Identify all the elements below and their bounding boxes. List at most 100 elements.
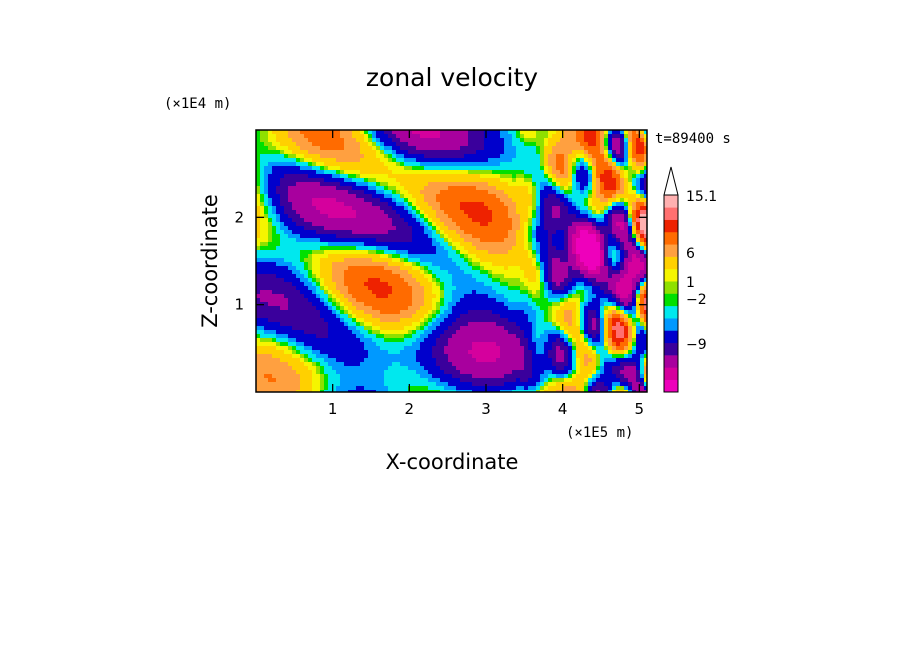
- field-cell: [276, 162, 281, 167]
- field-cell: [564, 166, 569, 171]
- field-cell: [384, 294, 389, 299]
- field-cell: [280, 162, 285, 167]
- field-cell: [336, 318, 341, 323]
- field-cell: [580, 262, 585, 267]
- field-cell: [576, 258, 581, 263]
- field-cell: [348, 202, 353, 207]
- field-cell: [296, 310, 301, 315]
- field-cell: [476, 310, 481, 315]
- field-cell: [600, 226, 605, 231]
- field-cell: [476, 274, 481, 279]
- field-cell: [408, 250, 413, 255]
- field-cell: [608, 214, 613, 219]
- field-cell: [448, 218, 453, 223]
- field-cell: [344, 242, 349, 247]
- field-cell: [392, 314, 397, 319]
- field-cell: [292, 306, 297, 311]
- field-cell: [424, 182, 429, 187]
- field-cell: [356, 222, 361, 227]
- field-cell: [380, 214, 385, 219]
- field-cell: [588, 322, 593, 327]
- field-cell: [512, 234, 517, 239]
- field-cell: [580, 154, 585, 159]
- field-cell: [460, 278, 465, 283]
- field-cell: [588, 250, 593, 255]
- field-cell: [324, 206, 329, 211]
- field-cell: [348, 138, 353, 143]
- field-cell: [316, 146, 321, 151]
- field-cell: [296, 294, 301, 299]
- field-cell: [292, 270, 297, 275]
- field-cell: [632, 262, 637, 267]
- field-cell: [308, 138, 313, 143]
- field-cell: [328, 182, 333, 187]
- field-cell: [620, 330, 625, 335]
- field-cell: [520, 314, 525, 319]
- field-cell: [412, 254, 417, 259]
- field-cell: [444, 182, 449, 187]
- field-cell: [456, 146, 461, 151]
- field-cell: [488, 206, 493, 211]
- field-cell: [432, 174, 437, 179]
- field-cell: [368, 174, 373, 179]
- field-cell: [292, 290, 297, 295]
- field-cell: [288, 302, 293, 307]
- field-cell: [396, 162, 401, 167]
- field-cell: [624, 254, 629, 259]
- field-cell: [428, 146, 433, 151]
- field-cell: [536, 198, 541, 203]
- field-cell: [608, 194, 613, 199]
- field-cell: [616, 242, 621, 247]
- field-cell: [284, 230, 289, 235]
- field-cell: [596, 234, 601, 239]
- field-cell: [316, 302, 321, 307]
- field-cell: [628, 290, 633, 295]
- field-cell: [628, 246, 633, 251]
- field-cell: [316, 278, 321, 283]
- field-cell: [480, 210, 485, 215]
- field-cell: [304, 182, 309, 187]
- field-cell: [436, 190, 441, 195]
- field-cell: [284, 226, 289, 231]
- field-cell: [480, 294, 485, 299]
- field-cell: [468, 286, 473, 291]
- field-cell: [416, 206, 421, 211]
- field-cell: [312, 234, 317, 239]
- field-cell: [620, 238, 625, 243]
- field-cell: [636, 130, 641, 135]
- field-cell: [272, 286, 277, 291]
- field-cell: [344, 326, 349, 331]
- field-cell: [488, 222, 493, 227]
- field-cell: [404, 194, 409, 199]
- field-cell: [576, 186, 581, 191]
- field-cell: [628, 230, 633, 235]
- field-cell: [380, 330, 385, 335]
- field-cell: [616, 238, 621, 243]
- field-cell: [272, 218, 277, 223]
- field-cell: [272, 202, 277, 207]
- field-cell: [328, 286, 333, 291]
- field-cell: [588, 314, 593, 319]
- field-cell: [640, 166, 645, 171]
- field-cell: [284, 294, 289, 299]
- field-cell: [480, 290, 485, 295]
- field-cell: [404, 326, 409, 331]
- field-cell: [608, 222, 613, 227]
- field-cell: [260, 322, 265, 327]
- field-cell: [640, 266, 645, 271]
- field-cell: [624, 230, 629, 235]
- field-cell: [544, 178, 549, 183]
- field-cell: [412, 182, 417, 187]
- field-cell: [588, 302, 593, 307]
- field-cell: [624, 226, 629, 231]
- field-cell: [280, 210, 285, 215]
- field-cell: [504, 206, 509, 211]
- field-cell: [616, 218, 621, 223]
- field-cell: [480, 270, 485, 275]
- field-cell: [416, 262, 421, 267]
- field-cell: [408, 278, 413, 283]
- field-cell: [628, 326, 633, 331]
- field-cell: [452, 154, 457, 159]
- field-cell: [332, 150, 337, 155]
- field-cell: [492, 174, 497, 179]
